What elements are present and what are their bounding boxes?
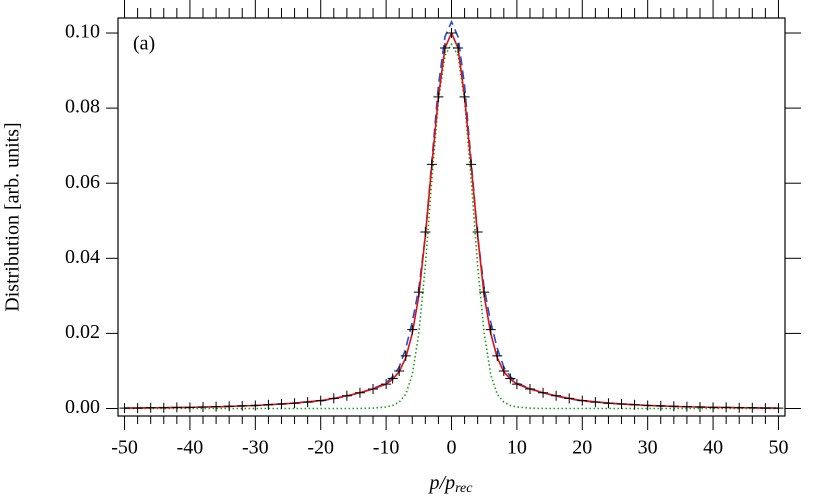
data-point bbox=[394, 365, 405, 376]
data-point bbox=[387, 373, 398, 384]
x-tick-label: -30 bbox=[242, 437, 269, 459]
x-tick-label: 0 bbox=[447, 437, 457, 459]
curve bbox=[124, 42, 779, 410]
data-point bbox=[524, 383, 535, 394]
data-point bbox=[492, 350, 503, 361]
data-point bbox=[184, 402, 195, 413]
data-point bbox=[577, 395, 588, 406]
x-tick-label: -10 bbox=[373, 437, 400, 459]
data-point bbox=[315, 395, 326, 406]
y-tick-label: 0.02 bbox=[65, 321, 100, 343]
data-point bbox=[773, 403, 784, 414]
data-point bbox=[381, 379, 392, 390]
data-point bbox=[426, 159, 437, 170]
x-tick-label: 10 bbox=[507, 437, 527, 459]
data-point bbox=[760, 403, 771, 414]
data-point bbox=[171, 402, 182, 413]
x-tick-label: 30 bbox=[638, 437, 658, 459]
data-point bbox=[466, 159, 477, 170]
data-point bbox=[145, 402, 156, 413]
data-point bbox=[413, 287, 424, 298]
data-point bbox=[485, 324, 496, 335]
x-tick-label: -50 bbox=[111, 437, 138, 459]
x-tick-label: -40 bbox=[177, 437, 204, 459]
data-point bbox=[708, 402, 719, 413]
data-point bbox=[276, 398, 287, 409]
y-axis-label: Distribution [arb. units] bbox=[2, 122, 24, 311]
data-point bbox=[439, 43, 450, 54]
data-point bbox=[511, 379, 522, 390]
x-tick-label: 40 bbox=[703, 437, 723, 459]
data-point bbox=[616, 398, 627, 409]
data-point bbox=[734, 402, 745, 413]
x-tick-label: 20 bbox=[572, 437, 592, 459]
data-point bbox=[341, 390, 352, 401]
data-point bbox=[603, 398, 614, 409]
curve bbox=[124, 31, 779, 409]
data-point bbox=[721, 402, 732, 413]
data-point bbox=[479, 287, 490, 298]
data-point bbox=[211, 401, 222, 412]
data-point bbox=[420, 227, 431, 238]
y-tick-label: 0.08 bbox=[65, 96, 100, 118]
data-point bbox=[459, 91, 470, 102]
data-point bbox=[302, 397, 313, 408]
data-point bbox=[681, 401, 692, 412]
x-axis-label: p/prec bbox=[428, 472, 474, 497]
data-point bbox=[368, 383, 379, 394]
y-tick-label: 0.04 bbox=[65, 246, 100, 268]
data-point bbox=[198, 401, 209, 412]
data-point bbox=[407, 324, 418, 335]
data-point bbox=[642, 400, 653, 411]
plot-frame bbox=[117, 17, 786, 417]
x-axis-label-sub: rec bbox=[455, 481, 473, 496]
data-point bbox=[453, 43, 464, 54]
data-point bbox=[400, 350, 411, 361]
data-point bbox=[505, 373, 516, 384]
y-tick-label: 0.00 bbox=[65, 396, 100, 418]
data-point bbox=[132, 403, 143, 414]
data-point bbox=[328, 393, 339, 404]
data-point bbox=[237, 400, 248, 411]
data-point bbox=[629, 399, 640, 410]
y-tick-label: 0.06 bbox=[65, 171, 100, 193]
data-point bbox=[158, 402, 169, 413]
data-point bbox=[747, 402, 758, 413]
x-axis-label-main: p/p bbox=[428, 472, 456, 494]
data-point bbox=[250, 400, 261, 411]
data-point bbox=[263, 399, 274, 410]
data-point bbox=[289, 398, 300, 409]
data-point bbox=[433, 91, 444, 102]
data-point bbox=[498, 365, 509, 376]
data-point bbox=[551, 390, 562, 401]
curve bbox=[124, 19, 779, 409]
data-point bbox=[564, 393, 575, 404]
x-tick-label: 50 bbox=[768, 437, 788, 459]
data-point bbox=[668, 401, 679, 412]
data-point bbox=[590, 397, 601, 408]
data-point bbox=[224, 401, 235, 412]
data-point bbox=[446, 28, 457, 39]
data-point bbox=[354, 387, 365, 398]
data-point bbox=[119, 403, 130, 414]
y-tick-label: 0.10 bbox=[65, 21, 100, 43]
data-point bbox=[538, 387, 549, 398]
x-tick-label: -20 bbox=[307, 437, 334, 459]
data-point bbox=[472, 227, 483, 238]
data-point bbox=[694, 401, 705, 412]
annotation: (a) bbox=[133, 33, 155, 55]
data-point bbox=[655, 400, 666, 411]
